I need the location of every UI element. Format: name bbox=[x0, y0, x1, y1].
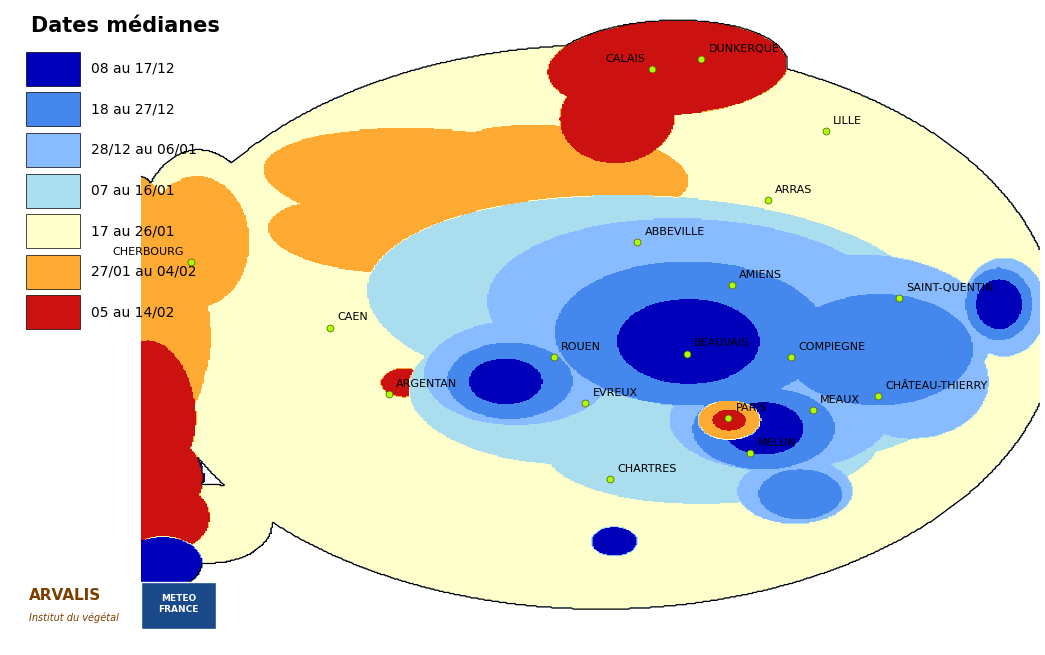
Text: 28/12 au 06/01: 28/12 au 06/01 bbox=[91, 143, 196, 157]
Text: MELUN: MELUN bbox=[758, 438, 796, 448]
Text: 05 au 14/02: 05 au 14/02 bbox=[91, 305, 175, 320]
Text: Institut du végétal: Institut du végétal bbox=[29, 612, 119, 623]
Text: Dates médianes: Dates médianes bbox=[31, 16, 220, 37]
Text: COMPIEGNE: COMPIEGNE bbox=[798, 342, 865, 352]
Text: EVREUX: EVREUX bbox=[593, 388, 637, 398]
FancyBboxPatch shape bbox=[26, 255, 80, 289]
Text: ROUEN: ROUEN bbox=[561, 342, 601, 352]
FancyBboxPatch shape bbox=[26, 174, 80, 208]
FancyBboxPatch shape bbox=[26, 295, 80, 329]
Text: 18 au 27/12: 18 au 27/12 bbox=[91, 102, 175, 117]
Text: BEAUVAIS: BEAUVAIS bbox=[694, 339, 749, 348]
Text: CAEN: CAEN bbox=[338, 312, 368, 322]
Text: AMIENS: AMIENS bbox=[739, 270, 782, 280]
Text: CHERBOURG: CHERBOURG bbox=[113, 247, 184, 257]
FancyBboxPatch shape bbox=[26, 214, 80, 248]
Text: LILLE: LILLE bbox=[833, 116, 862, 126]
Text: SAINT-QUENTIN: SAINT-QUENTIN bbox=[906, 283, 994, 293]
Text: 08 au 17/12: 08 au 17/12 bbox=[91, 62, 175, 76]
FancyBboxPatch shape bbox=[26, 52, 80, 86]
FancyBboxPatch shape bbox=[26, 133, 80, 167]
Text: 27/01 au 04/02: 27/01 au 04/02 bbox=[91, 265, 196, 279]
Text: ARRAS: ARRAS bbox=[775, 185, 813, 195]
Text: ARVALIS: ARVALIS bbox=[29, 588, 101, 603]
FancyBboxPatch shape bbox=[26, 92, 80, 126]
Text: ABBEVILLE: ABBEVILLE bbox=[645, 227, 705, 237]
Text: 17 au 26/01: 17 au 26/01 bbox=[91, 224, 175, 238]
Text: CHÂTEAU-THIERRY: CHÂTEAU-THIERRY bbox=[885, 381, 988, 391]
Text: ARGENTAN: ARGENTAN bbox=[396, 379, 458, 389]
Text: DUNKERQUE: DUNKERQUE bbox=[709, 44, 780, 54]
Text: CALAIS: CALAIS bbox=[605, 54, 645, 64]
Text: METEO
FRANCE: METEO FRANCE bbox=[159, 594, 199, 614]
Text: MEAUX: MEAUX bbox=[820, 395, 860, 405]
Text: PARIS: PARIS bbox=[736, 403, 767, 413]
Text: 07 au 16/01: 07 au 16/01 bbox=[91, 183, 175, 198]
Text: CHARTRES: CHARTRES bbox=[618, 464, 677, 474]
FancyBboxPatch shape bbox=[141, 582, 216, 629]
